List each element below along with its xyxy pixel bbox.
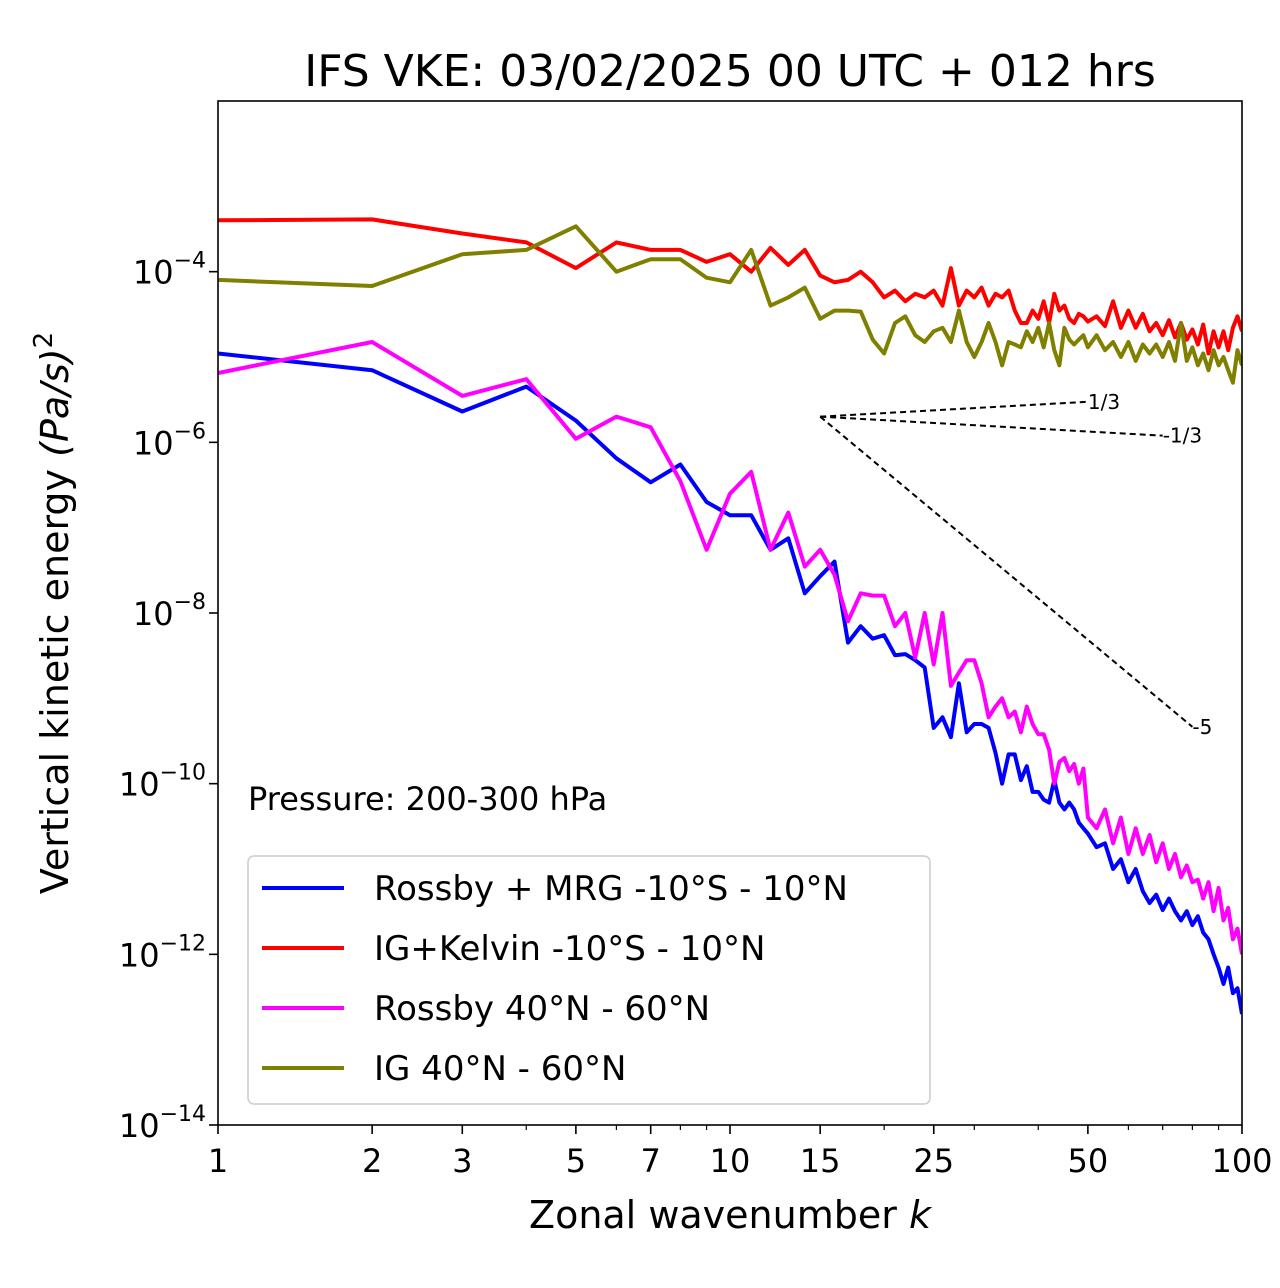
legend-box bbox=[247, 855, 931, 1105]
x-axis-label: Zonal wavenumber k bbox=[529, 1193, 933, 1237]
chart-title: IFS VKE: 03/02/2025 00 UTC + 012 hrs bbox=[304, 46, 1156, 97]
y-axis-label-unit: (Pa/s) bbox=[33, 348, 77, 456]
series-line-1 bbox=[218, 351, 1242, 1015]
x-axis-label-var: k bbox=[909, 1193, 933, 1237]
y-tick-base: 10 bbox=[133, 254, 174, 292]
legend-label-1: Rossby + MRG -10°S - 10°N bbox=[374, 869, 848, 909]
y-tick-exponent: −8 bbox=[174, 590, 206, 615]
pressure-annotation: Pressure: 200-300 hPa bbox=[248, 780, 607, 818]
x-axis-ticks: 1 2 3 5 7 10 15 25 50 100 bbox=[208, 1125, 1273, 1180]
x-tick-label: 100 bbox=[1211, 1142, 1272, 1180]
reference-slope-label-3: -5 bbox=[1192, 715, 1212, 739]
x-tick-label: 1 bbox=[208, 1142, 228, 1180]
series-line-3 bbox=[218, 340, 1242, 955]
x-tick-label: 25 bbox=[913, 1142, 954, 1180]
reference-slope-line-3 bbox=[819, 415, 1194, 728]
y-tick-label: 10−12 bbox=[119, 931, 206, 974]
reference-slope-line-1 bbox=[820, 400, 1088, 418]
x-tick-label: 5 bbox=[566, 1142, 586, 1180]
reference-slopes: 1/3 -1/3 -5 bbox=[819, 390, 1212, 739]
y-axis-label-text: Vertical kinetic energy bbox=[33, 469, 77, 894]
legend-label-3: Rossby 40°N - 60°N bbox=[374, 989, 710, 1029]
x-axis-label-text: Zonal wavenumber bbox=[529, 1193, 897, 1237]
x-tick-label: 2 bbox=[362, 1142, 382, 1180]
y-tick-base: 10 bbox=[119, 1107, 160, 1145]
y-tick-label: 10−14 bbox=[119, 1102, 206, 1145]
y-tick-label: 10−4 bbox=[133, 249, 206, 292]
x-tick-label: 7 bbox=[641, 1142, 661, 1180]
series-line-4 bbox=[218, 224, 1242, 385]
y-tick-exponent: −4 bbox=[174, 249, 206, 274]
legend: Rossby + MRG -10°S - 10°N IG+Kelvin -10°S… bbox=[247, 855, 931, 1105]
y-axis-label-unit-power: 2 bbox=[29, 332, 59, 349]
x-tick-label: 15 bbox=[800, 1142, 841, 1180]
x-tick-label: 10 bbox=[710, 1142, 751, 1180]
y-tick-base: 10 bbox=[133, 424, 174, 462]
y-tick-exponent: −14 bbox=[160, 1102, 206, 1127]
x-tick-label: 50 bbox=[1068, 1142, 1109, 1180]
reference-slope-line-2 bbox=[820, 415, 1163, 437]
reference-slope-label-1: 1/3 bbox=[1088, 390, 1120, 414]
y-axis-label-group: Vertical kinetic energy (Pa/s)2 bbox=[29, 332, 77, 894]
x-tick-label: 3 bbox=[452, 1142, 472, 1180]
y-tick-exponent: −10 bbox=[160, 761, 206, 786]
legend-items: Rossby + MRG -10°S - 10°N IG+Kelvin -10°S… bbox=[262, 869, 848, 1089]
reference-slope-label-2: -1/3 bbox=[1163, 424, 1202, 448]
y-tick-label: 10−8 bbox=[133, 590, 206, 633]
y-tick-exponent: −12 bbox=[160, 931, 206, 956]
y-tick-base: 10 bbox=[119, 766, 160, 804]
legend-label-4: IG 40°N - 60°N bbox=[374, 1049, 626, 1089]
y-tick-label: 10−6 bbox=[133, 419, 206, 462]
y-tick-base: 10 bbox=[133, 595, 174, 633]
y-tick-label: 10−10 bbox=[119, 761, 206, 804]
y-axis-label: Vertical kinetic energy (Pa/s)2 bbox=[29, 332, 77, 894]
series-group bbox=[218, 217, 1242, 1015]
y-tick-exponent: −6 bbox=[174, 419, 206, 444]
y-tick-base: 10 bbox=[119, 936, 160, 974]
legend-label-2: IG+Kelvin -10°S - 10°N bbox=[374, 929, 765, 969]
